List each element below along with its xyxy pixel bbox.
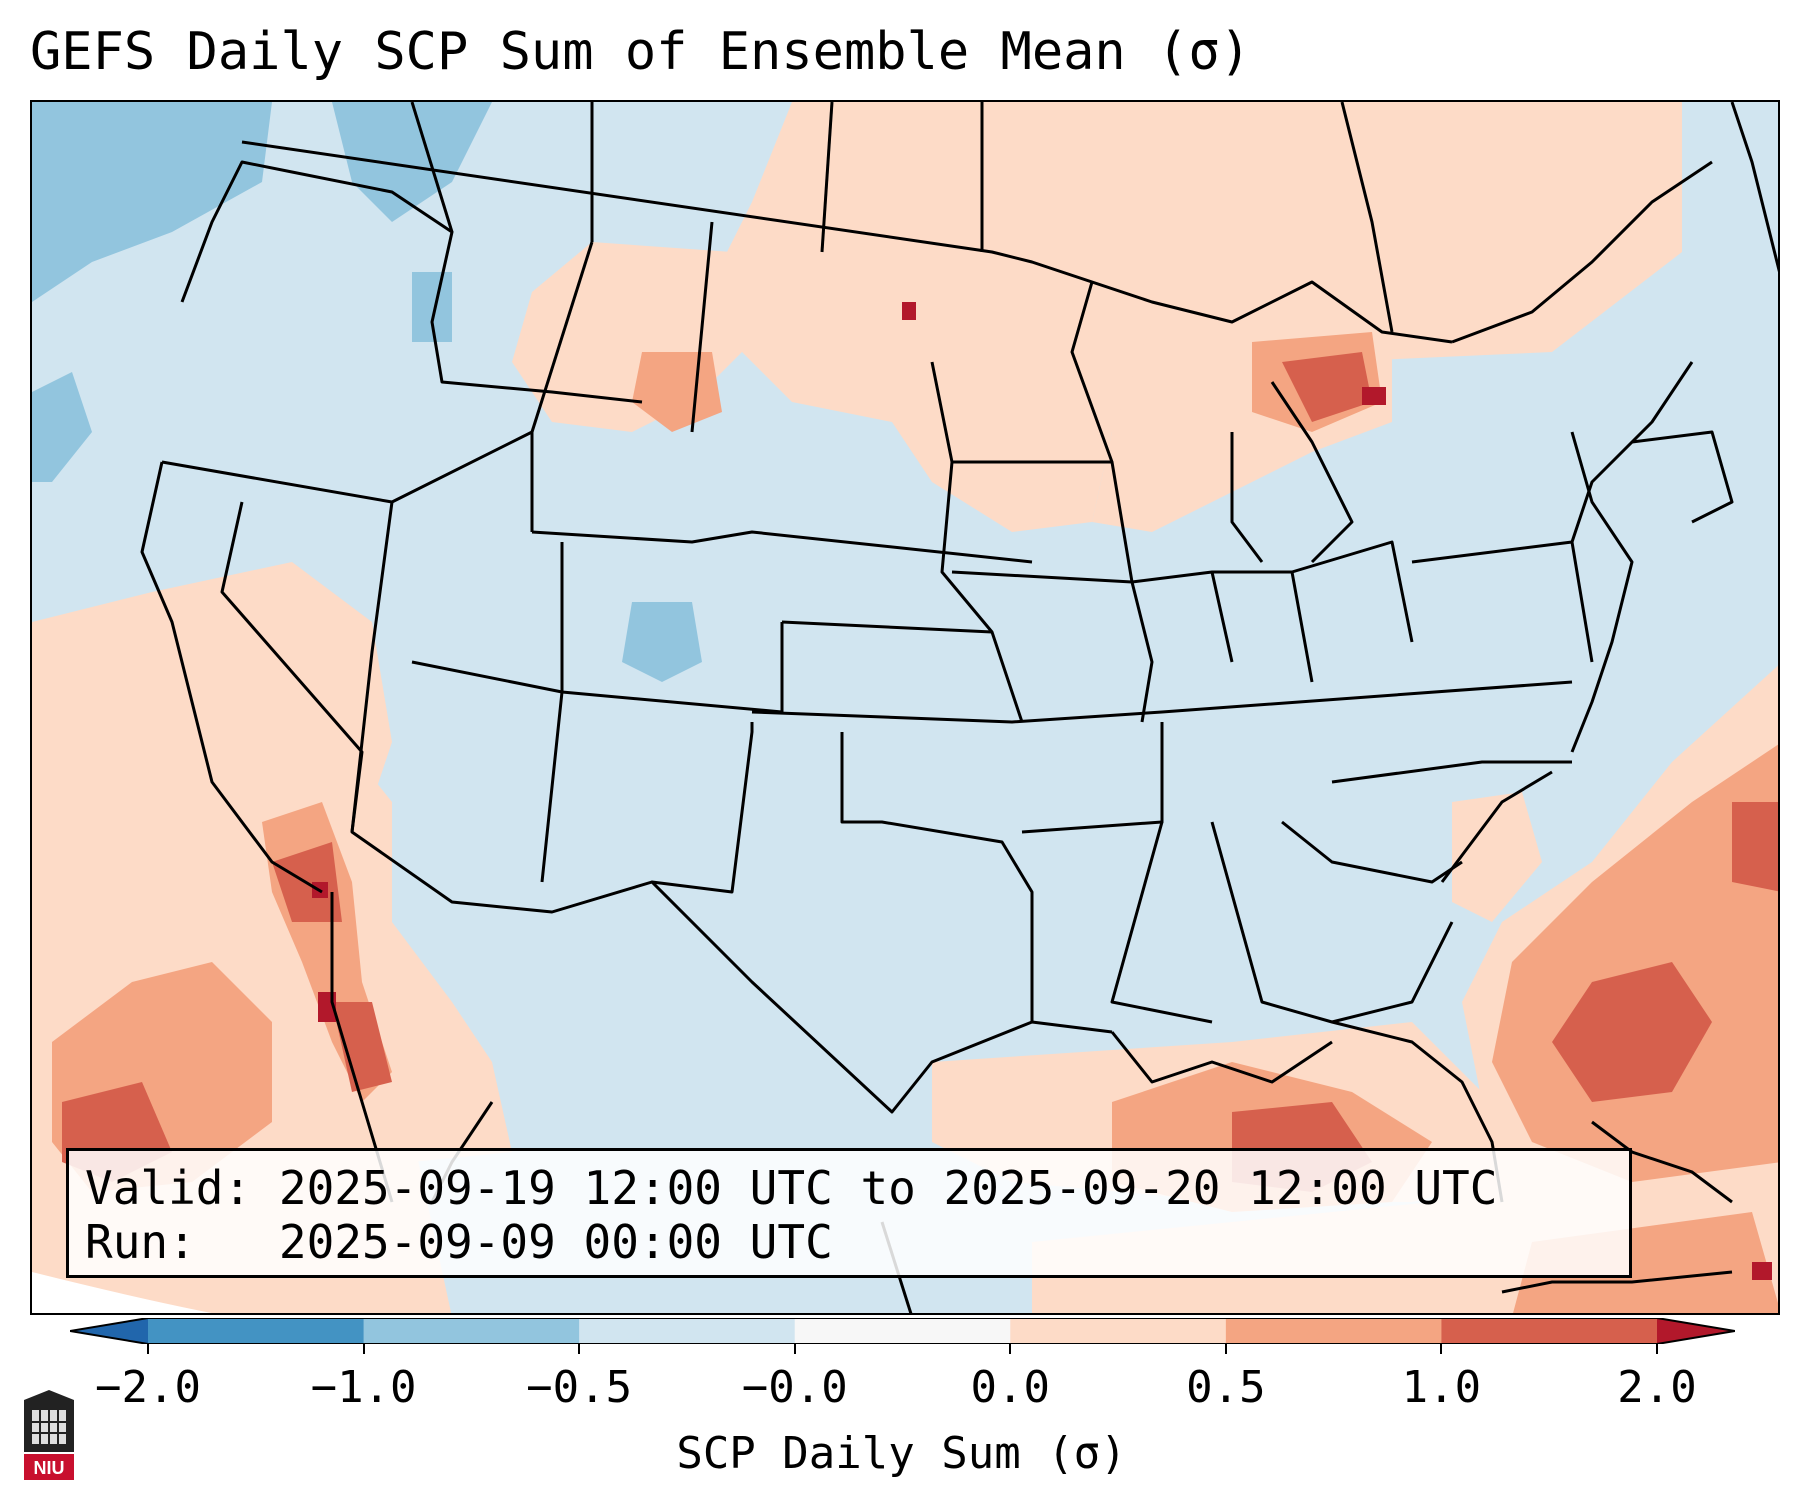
colorbar-tick-label: 0.5: [1186, 1362, 1266, 1413]
colorbar-underflow-arrow: [70, 1318, 148, 1344]
valid-run-infobox: Valid: 2025-09-19 12:00 UTC to 2025-09-2…: [66, 1148, 1632, 1278]
colorbar-tick-mark: [1656, 1344, 1658, 1354]
colorbar-tick-mark: [1440, 1344, 1443, 1354]
colorbar-tick-label: −1.0: [310, 1362, 417, 1413]
colorbar-tick-mark: [578, 1344, 581, 1354]
map-panel: [30, 100, 1780, 1315]
boundary-lines: [140, 102, 1778, 1313]
colorbar-bin: [148, 1318, 365, 1344]
colorbar-tick-label: −2.0: [95, 1362, 201, 1413]
colorbar-tick-mark: [1009, 1344, 1012, 1354]
colorbar-bin: [1441, 1318, 1658, 1344]
colorbar-tick-label: −0.0: [741, 1362, 848, 1413]
colorbar-bin: [579, 1318, 796, 1344]
colorbar-overflow-arrow: [1657, 1318, 1735, 1344]
map-title: GEFS Daily SCP Sum of Ensemble Mean (σ): [30, 22, 1251, 82]
colorbar-tick-mark: [362, 1344, 365, 1354]
valid-time-range: 2025-09-19 12:00 UTC to 2025-09-20 12:00…: [278, 1161, 1498, 1215]
caribbean-coastline: [1501, 1120, 1733, 1294]
valid-label: Valid:: [85, 1161, 252, 1215]
colorbar-tick-label: 1.0: [1401, 1362, 1482, 1413]
colorbar-tick-label: 0.0: [970, 1362, 1051, 1413]
colorbar-tick-label: 2.0: [1617, 1362, 1697, 1413]
negative-anomaly-field: [32, 102, 702, 682]
logo-text: NIU: [34, 1458, 65, 1478]
colorbar-label: SCP Daily Sum (σ): [676, 1428, 1127, 1479]
colorbar-tick-mark: [1224, 1344, 1227, 1354]
colorbar-tick-label: −0.5: [526, 1362, 633, 1413]
niu-logo: NIU: [24, 1390, 74, 1480]
colorbar-bin: [363, 1318, 580, 1344]
colorbar-bin: [794, 1318, 1011, 1344]
run-label: Run:: [85, 1215, 196, 1269]
colorbar: [70, 1318, 1735, 1344]
map-canvas: [32, 102, 1778, 1313]
no-data-corner: [32, 1272, 212, 1313]
colorbar-tick-mark: [147, 1344, 149, 1354]
run-time: 2025-09-09 00:00 UTC: [278, 1215, 833, 1269]
colorbar-tick-mark: [793, 1344, 796, 1354]
colorbar-bin: [1010, 1318, 1227, 1344]
colorbar-bin: [1225, 1318, 1442, 1344]
